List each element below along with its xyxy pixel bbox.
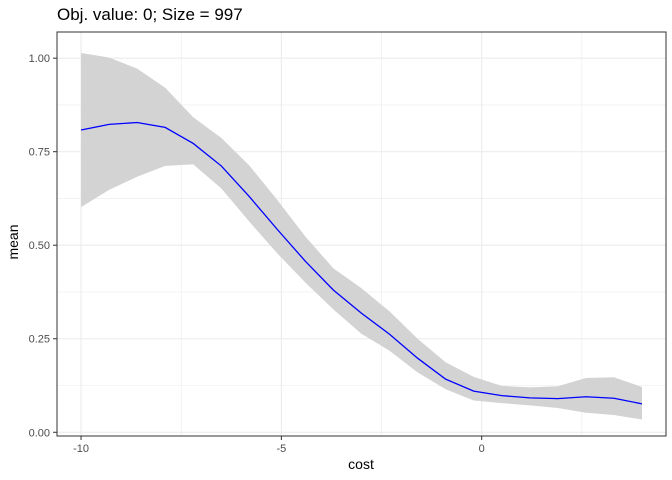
y-tick-label: 0.25	[29, 334, 50, 346]
y-tick-label: 1.00	[29, 53, 50, 65]
x-tick-label: -10	[73, 443, 89, 455]
mean-line	[80, 121, 643, 405]
y-tick-label: 0.75	[29, 147, 50, 159]
x-axis-title: cost	[348, 456, 374, 472]
plot-panel-border	[56, 31, 667, 437]
y-axis-title: mean	[5, 224, 21, 259]
y-axis-ticks: 0.00 0.25 0.50 0.75 1.00	[29, 53, 57, 439]
y-tick-label: 0.00	[29, 427, 50, 439]
y-tick-label: 0.50	[29, 240, 50, 252]
x-tick-label: -5	[276, 443, 286, 455]
chart-title: Obj. value: 0; Size = 997	[57, 5, 243, 24]
x-axis-ticks: -10 -5 0	[73, 436, 485, 455]
x-tick-label: 0	[479, 443, 485, 455]
confidence-ribbon	[81, 52, 642, 420]
